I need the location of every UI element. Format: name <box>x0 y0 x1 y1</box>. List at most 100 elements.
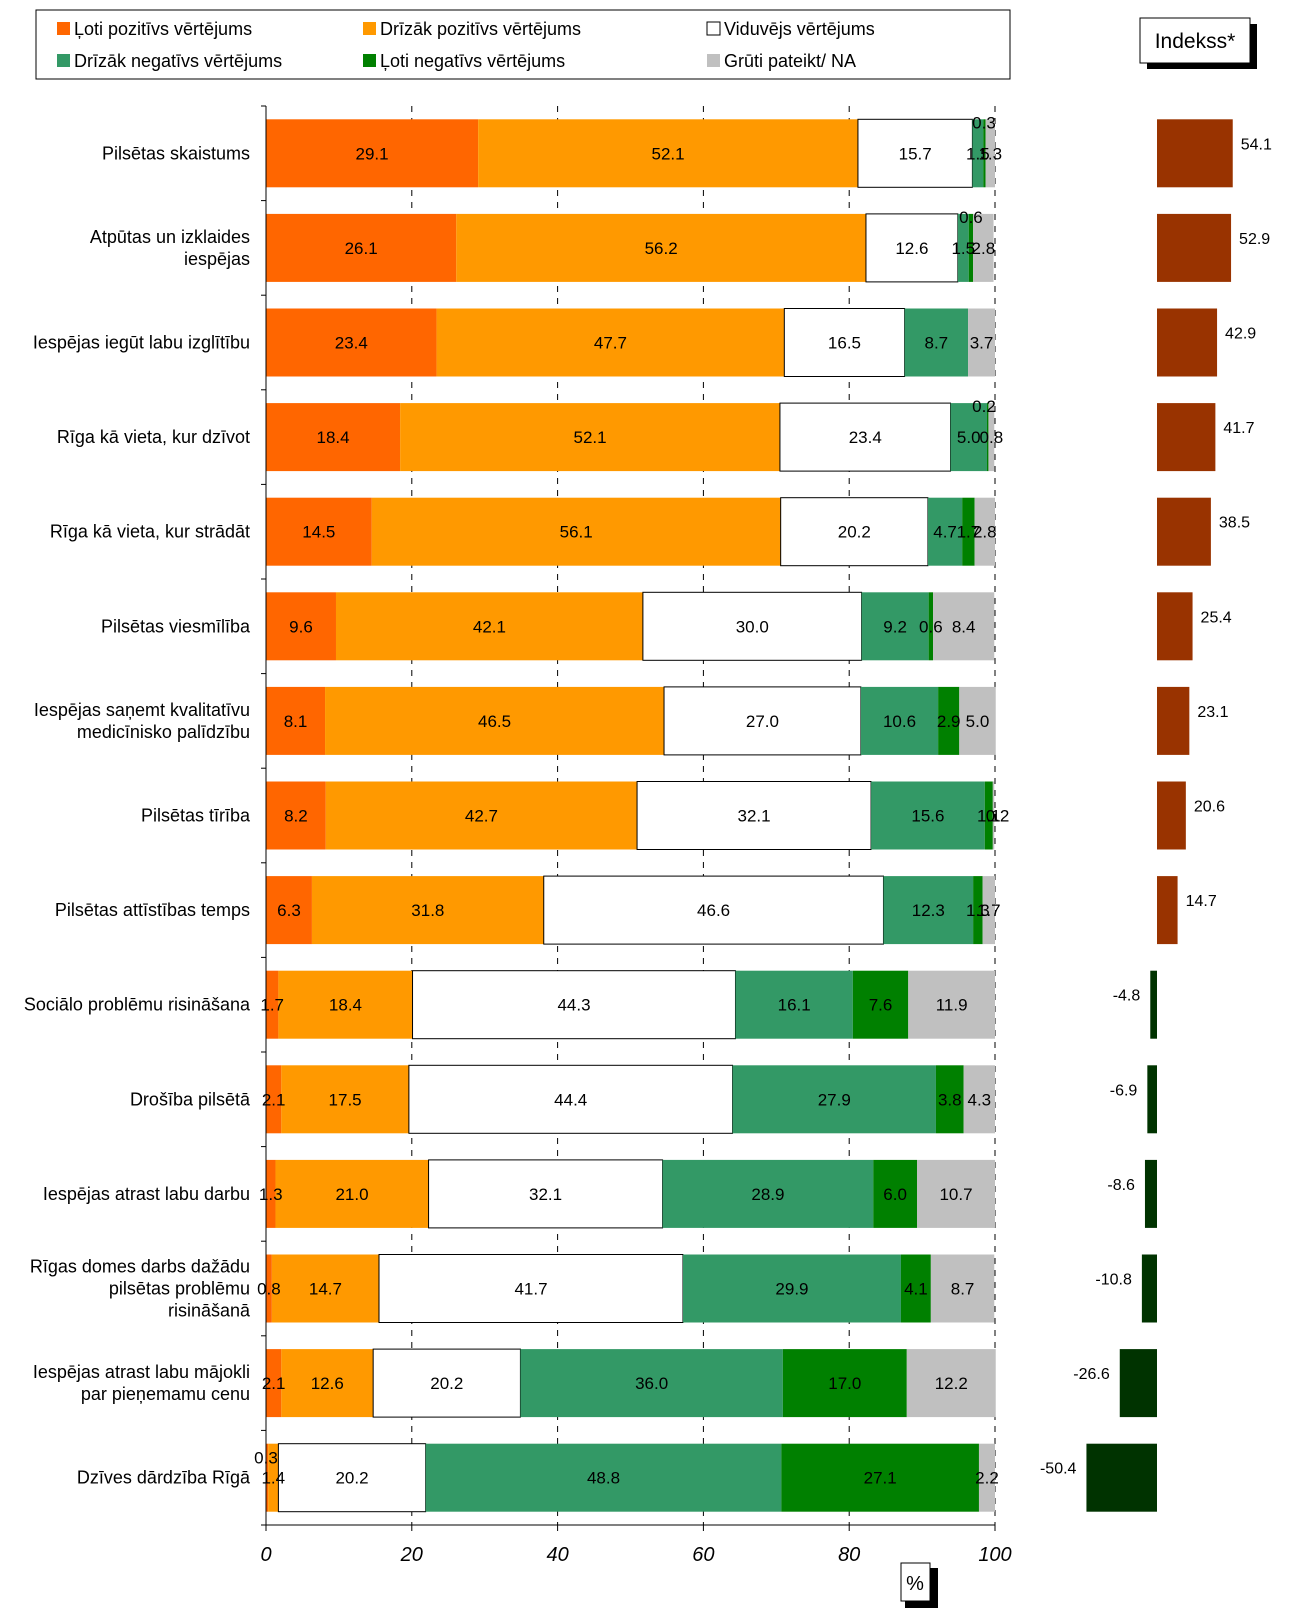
data-label: 1.5 <box>951 239 975 258</box>
bar-segment <box>873 1159 917 1228</box>
bar-segment <box>266 1443 269 1512</box>
bar-segment <box>266 1065 282 1134</box>
data-label: 31.8 <box>411 901 444 920</box>
data-label: 0.2 <box>972 397 996 416</box>
index-bar <box>1086 1443 1157 1512</box>
index-bar <box>1157 213 1232 282</box>
data-label: 15.7 <box>899 144 932 163</box>
index-bar <box>1147 1065 1157 1134</box>
category-labels: Pilsētas skaistums Atpūtas un izklaidesie… <box>24 143 251 1487</box>
bar-segment <box>983 119 986 188</box>
data-label: 1.5 <box>966 144 990 163</box>
data-label: 6.0 <box>883 1185 907 1204</box>
bar-segment <box>935 1065 964 1134</box>
data-label: 52.1 <box>573 428 606 447</box>
category-label: Drošība pilsētā <box>130 1089 251 1109</box>
bar-segment <box>425 1443 782 1512</box>
bar-segment <box>968 213 974 282</box>
bar-segment <box>543 875 884 945</box>
bar-segment <box>883 876 974 945</box>
data-label: 2.1 <box>262 1374 286 1393</box>
x-tick-label: 0 <box>260 1544 271 1566</box>
bar-segment <box>266 119 479 188</box>
bar-segment <box>900 1254 931 1323</box>
bar-segment <box>927 497 963 566</box>
data-label: 3.8 <box>938 1090 962 1109</box>
bar-segment <box>865 213 959 283</box>
data-label: 18.4 <box>317 428 350 447</box>
data-label: 1.1 <box>977 807 1001 826</box>
data-label: 32.1 <box>529 1185 562 1204</box>
data-label: 16.5 <box>828 334 861 353</box>
data-label: 4.3 <box>968 1090 992 1109</box>
category-label: Iespējas iegūt labu izglītību <box>33 333 250 353</box>
bar-segment <box>973 876 983 945</box>
data-label: 23.4 <box>335 334 368 353</box>
index-value: -50.4 <box>1040 1461 1077 1478</box>
bar-segment <box>735 970 853 1039</box>
data-label: 20.2 <box>335 1469 368 1488</box>
data-label: 42.1 <box>473 617 506 636</box>
bar-segment <box>266 497 372 566</box>
data-label: 8.7 <box>951 1280 975 1299</box>
index-bar <box>1157 308 1218 377</box>
data-label: 14.7 <box>309 1280 342 1299</box>
data-label: 17.0 <box>828 1374 861 1393</box>
data-label: 18.4 <box>329 996 362 1015</box>
legend-frame <box>35 9 1011 80</box>
data-label: 1.3 <box>259 1185 283 1204</box>
bar-segment <box>266 781 326 850</box>
bar-segment <box>904 308 969 377</box>
bar-segment <box>861 592 929 661</box>
data-label: 10.6 <box>883 712 916 731</box>
category-label: Rīgas domes darbs dažādu <box>30 1257 250 1277</box>
bar-segment <box>852 970 909 1039</box>
bar-segment <box>972 119 984 188</box>
data-label: 27.1 <box>864 1469 897 1488</box>
data-label: 48.8 <box>587 1469 620 1488</box>
bar-segment <box>266 1349 282 1418</box>
bar-segment <box>871 781 985 850</box>
data-label: 26.1 <box>345 239 378 258</box>
bar-segment <box>963 1065 995 1134</box>
index-header-title: Indekss* <box>1155 30 1236 53</box>
index-value: 41.7 <box>1223 420 1254 437</box>
bar-segment <box>928 592 934 661</box>
bar-segment <box>266 1159 276 1228</box>
bar-segment <box>916 1159 995 1228</box>
legend-label: Drīzāk negatīvs vērtējums <box>74 51 282 71</box>
bar-segment <box>682 1254 901 1323</box>
index-value: 23.1 <box>1197 704 1228 721</box>
category-label: Iespējas atrast labu mājokli <box>33 1362 250 1382</box>
bar-segment <box>779 402 952 472</box>
data-label: 46.5 <box>478 712 511 731</box>
data-label: 16.1 <box>778 996 811 1015</box>
index-value: -26.6 <box>1073 1366 1110 1383</box>
bar-segment <box>325 781 638 850</box>
axes: 0 20 40 60 80 100% <box>260 105 1012 1608</box>
bar-segment <box>974 497 995 566</box>
data-label: 8.1 <box>284 712 308 731</box>
bar-segment <box>642 591 863 661</box>
bar-segment <box>311 876 544 945</box>
x-tick-label: 40 <box>546 1544 568 1566</box>
bar-segment <box>378 1254 684 1323</box>
bar-segment <box>456 213 866 282</box>
data-label: 32.1 <box>738 807 771 826</box>
data-label: 56.1 <box>560 523 593 542</box>
bar-segment <box>860 686 939 755</box>
index-header-box <box>1139 17 1251 64</box>
bar-segment <box>266 686 326 755</box>
data-label: 47.7 <box>594 334 627 353</box>
data-label: 29.9 <box>775 1280 808 1299</box>
data-label: 20.2 <box>838 523 871 542</box>
data-label: 6.3 <box>277 901 301 920</box>
bar-segment <box>959 686 996 755</box>
bar-segment <box>271 1254 379 1323</box>
bar-segment <box>968 308 995 377</box>
data-label: 8.2 <box>284 807 308 826</box>
index-value: 25.4 <box>1201 609 1232 626</box>
data-label: 2.9 <box>937 712 961 731</box>
bar-segment <box>978 1443 995 1512</box>
data-label: 2.8 <box>973 523 997 542</box>
